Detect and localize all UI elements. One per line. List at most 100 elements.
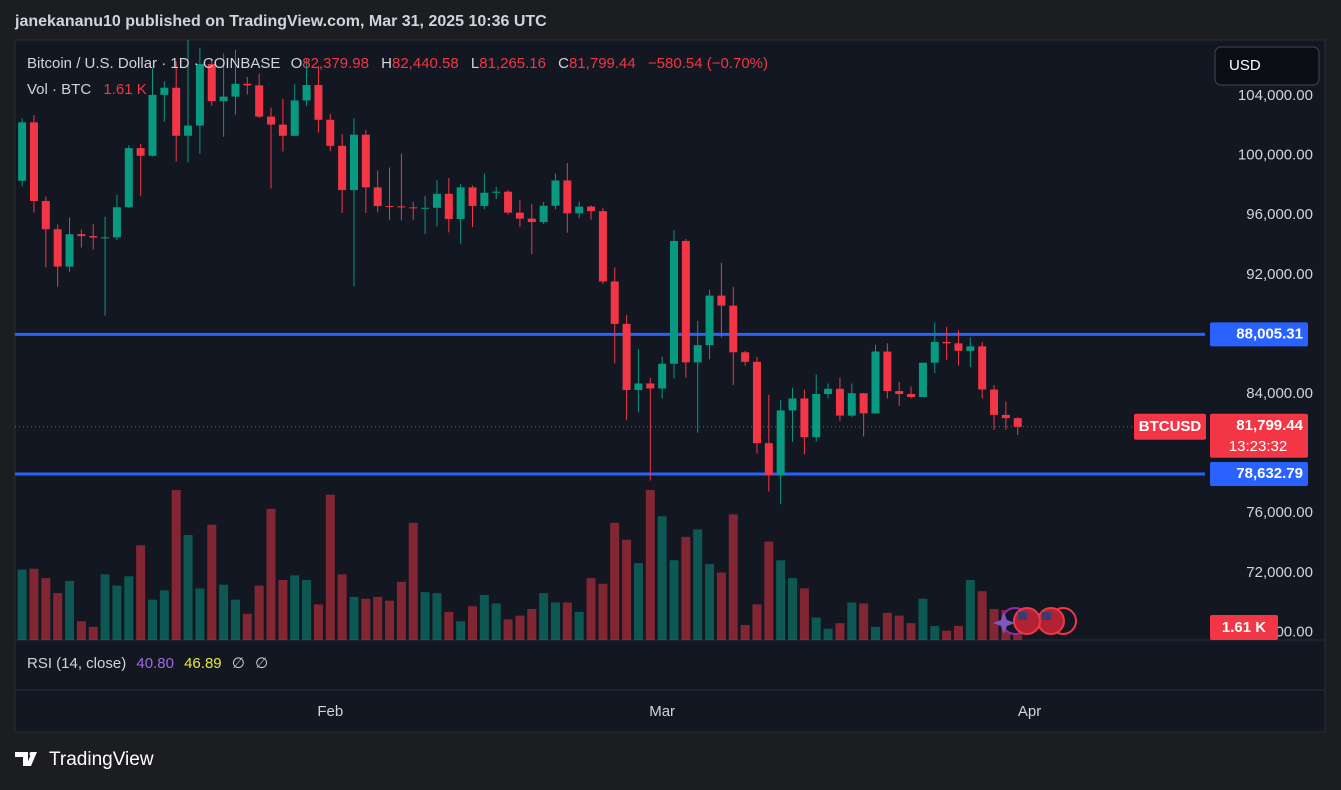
level-label: 78,632.79 — [1236, 465, 1303, 482]
candle-body — [349, 134, 358, 191]
volume-bar — [479, 595, 489, 640]
volume-bar — [444, 611, 454, 640]
x-tick-label: Mar — [649, 703, 675, 720]
c-value: 81,799.44 — [569, 55, 636, 72]
currency-button[interactable]: USD — [1214, 46, 1320, 86]
volume-bar — [906, 623, 916, 640]
volume-bar — [53, 593, 63, 640]
flag-canton — [1018, 612, 1027, 620]
candle-body — [551, 180, 560, 206]
candle-body — [148, 94, 157, 156]
candle-body — [195, 64, 204, 126]
volume-bar — [325, 494, 335, 640]
x-tick-label: Apr — [1018, 703, 1041, 720]
rsi-empty: ∅ — [255, 655, 268, 672]
volume-bar — [989, 609, 999, 640]
level-label-box — [1210, 322, 1308, 347]
candle-body — [622, 323, 631, 390]
event-icon — [1013, 607, 1041, 635]
currency-button-label[interactable]: USD — [1229, 57, 1261, 74]
symbol-label: BTCUSD — [1139, 418, 1202, 435]
volume-bar — [752, 604, 762, 640]
candle-body — [705, 295, 714, 346]
rsi-legend: RSI (14, close) 40.80 46.89 ∅ ∅ — [27, 655, 268, 672]
brand-name: TradingView — [49, 749, 154, 770]
candle-body — [646, 383, 655, 389]
candle-body — [539, 205, 548, 223]
volume-bar — [171, 490, 181, 640]
volume-bar — [527, 609, 537, 640]
candle-body — [421, 207, 430, 209]
candle-body — [53, 229, 62, 267]
volume-last: 1.61 K — [103, 81, 146, 98]
y-tick-label: 72,000.00 — [1246, 564, 1313, 581]
candle-body — [788, 398, 797, 411]
candle-body — [871, 351, 880, 414]
legend: Bitcoin / U.S. Dollar · 1D · COINBASE O8… — [27, 55, 768, 98]
c-key: C — [558, 55, 569, 72]
candle-body — [172, 87, 181, 136]
volume-bar — [242, 613, 252, 640]
candle-body — [385, 206, 394, 208]
candle-body — [1001, 414, 1010, 419]
volume-bar — [385, 600, 395, 640]
candle-body — [480, 192, 489, 206]
x-tick-label: Feb — [317, 703, 343, 720]
candle-body — [29, 122, 38, 202]
volume-bar — [254, 585, 264, 640]
candle-body — [361, 134, 370, 188]
countdown-label: 13:23:32 — [1229, 438, 1287, 455]
candle-body — [314, 85, 323, 120]
candle-body — [752, 361, 761, 444]
candle-body — [800, 398, 809, 438]
candle-body — [124, 148, 133, 208]
price-label-box — [1210, 413, 1308, 458]
volume-bar — [693, 529, 703, 640]
candle-body — [658, 363, 667, 389]
brand-logo-dot — [29, 752, 34, 756]
volume-bar — [965, 580, 975, 640]
candle-body — [527, 218, 536, 223]
volume-bar — [918, 598, 928, 640]
candle-body — [812, 394, 821, 438]
candle-body — [112, 207, 121, 238]
candle-body — [456, 187, 465, 219]
o-value: 82,379.98 — [302, 55, 369, 72]
candle-body — [373, 187, 382, 207]
candle-body — [77, 234, 86, 237]
y-tick-label: 84,000.00 — [1246, 385, 1313, 402]
candle-body — [918, 362, 927, 397]
volume-bar — [799, 588, 809, 640]
volume-bar — [29, 568, 39, 640]
candle-body — [504, 191, 513, 213]
volume-bar — [219, 584, 229, 640]
volume-bar — [373, 596, 383, 640]
volume-bar — [811, 617, 821, 640]
candle-body — [764, 443, 773, 475]
rsi-empty: ∅ — [232, 655, 245, 672]
y-tick-label: 100,000.00 — [1238, 147, 1313, 164]
volume-bar — [515, 615, 525, 640]
candle-body — [670, 240, 679, 364]
volume-bar — [195, 588, 205, 640]
plot-area — [15, 40, 1205, 640]
candle-body — [255, 85, 264, 117]
volume-bar — [290, 575, 300, 640]
candle-body — [693, 345, 702, 363]
volume-bar — [953, 625, 963, 640]
volume-bar — [930, 625, 940, 640]
volume-bar — [230, 599, 240, 640]
volume-bar — [302, 580, 312, 640]
candle-body — [587, 206, 596, 212]
event-icon — [1037, 607, 1065, 635]
volume-bar — [349, 596, 359, 640]
volume-bar — [539, 593, 549, 640]
currency-button-box[interactable] — [1214, 46, 1320, 86]
y-tick-label: 92,000.00 — [1246, 266, 1313, 283]
volume-bar — [76, 621, 86, 640]
volume-bar — [313, 604, 323, 640]
candle-body — [136, 148, 145, 156]
level-label-box — [1210, 461, 1308, 486]
candle-body — [515, 212, 524, 219]
